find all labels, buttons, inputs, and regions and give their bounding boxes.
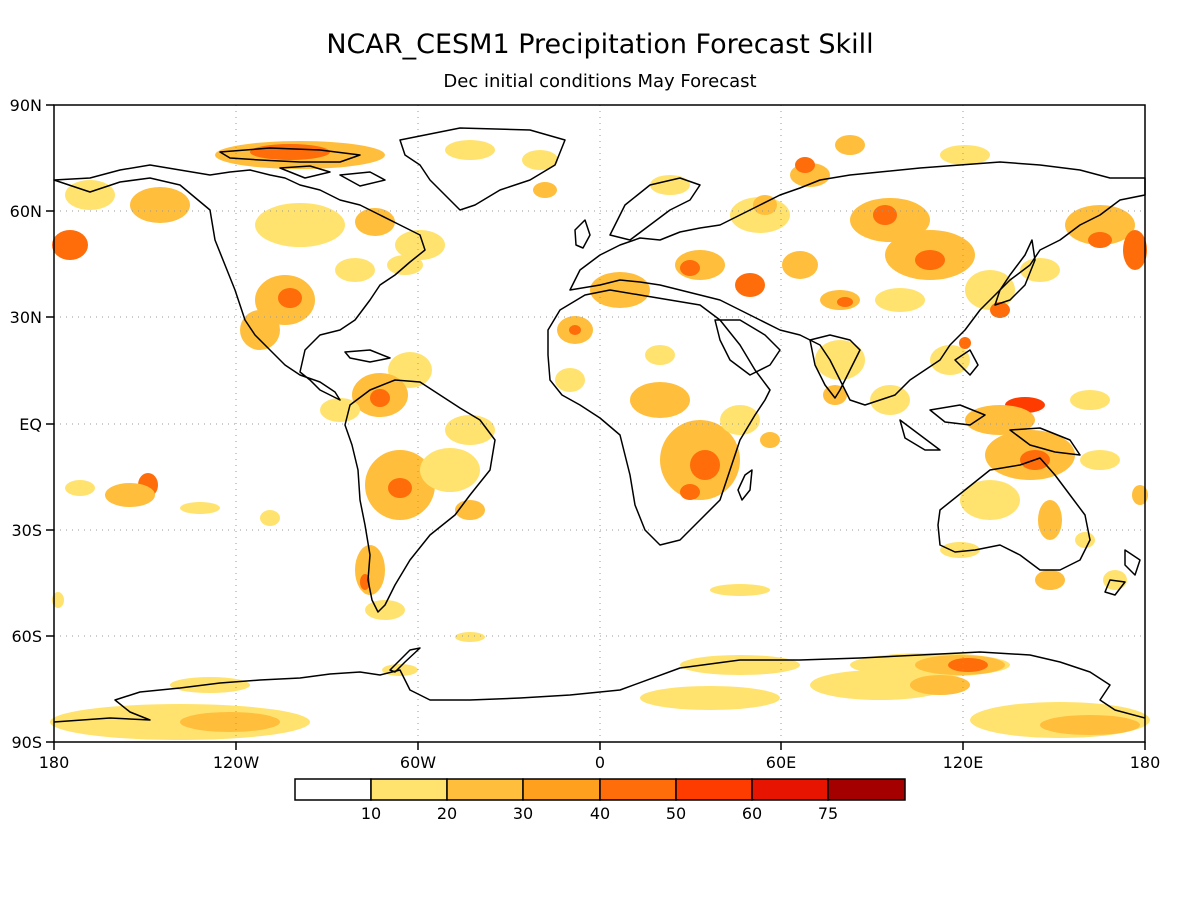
x-tick-label: 0 [595, 753, 605, 772]
colorbar-label: 30 [513, 804, 533, 823]
colorbar-swatch [675, 778, 753, 801]
y-tick-labels: 90N 60N 30N EQ 30S 60S 90S [10, 96, 42, 752]
colorbar-label: 75 [818, 804, 838, 823]
y-tick-label: 60S [11, 627, 42, 646]
x-tick-labels: 180 120W 60W 0 60E 120E 180 [39, 753, 1161, 772]
x-tick-label: 120W [213, 753, 260, 772]
colorbar-label: 20 [437, 804, 457, 823]
colorbar-swatch [370, 778, 448, 801]
coastlines [53, 127, 1146, 723]
colorbar-swatch [751, 778, 829, 801]
y-tick-label: 30N [10, 308, 42, 327]
x-tick-label: 60E [766, 753, 796, 772]
x-tick-label: 180 [1130, 753, 1161, 772]
colorbar-swatch [294, 778, 372, 801]
x-tick-label: 180 [39, 753, 70, 772]
y-tick-label: 90S [11, 733, 42, 752]
map-title: NCAR_CESM1 Precipitation Forecast Skill [326, 29, 873, 60]
map-subtitle: Dec initial conditions May Forecast [443, 71, 756, 92]
y-tick-label: EQ [19, 415, 42, 434]
colorbar-swatch [599, 778, 677, 801]
colorbar-label: 40 [590, 804, 610, 823]
x-tick-label: 120E [943, 753, 984, 772]
colorbar-label: 50 [666, 804, 686, 823]
axis-ticks [46, 104, 1146, 750]
colorbar-swatch [522, 778, 601, 801]
colorbar-label: 60 [742, 804, 762, 823]
x-tick-label: 60W [400, 753, 436, 772]
colorbar-label: 10 [361, 804, 381, 823]
y-tick-label: 90N [10, 96, 42, 115]
colorbar-swatch [446, 778, 524, 801]
map-plot-area [50, 104, 1150, 743]
colorbar: 10 20 30 40 50 60 75 [294, 778, 906, 823]
y-tick-label: 30S [11, 521, 42, 540]
y-tick-label: 60N [10, 202, 42, 221]
colorbar-swatch [827, 778, 906, 801]
